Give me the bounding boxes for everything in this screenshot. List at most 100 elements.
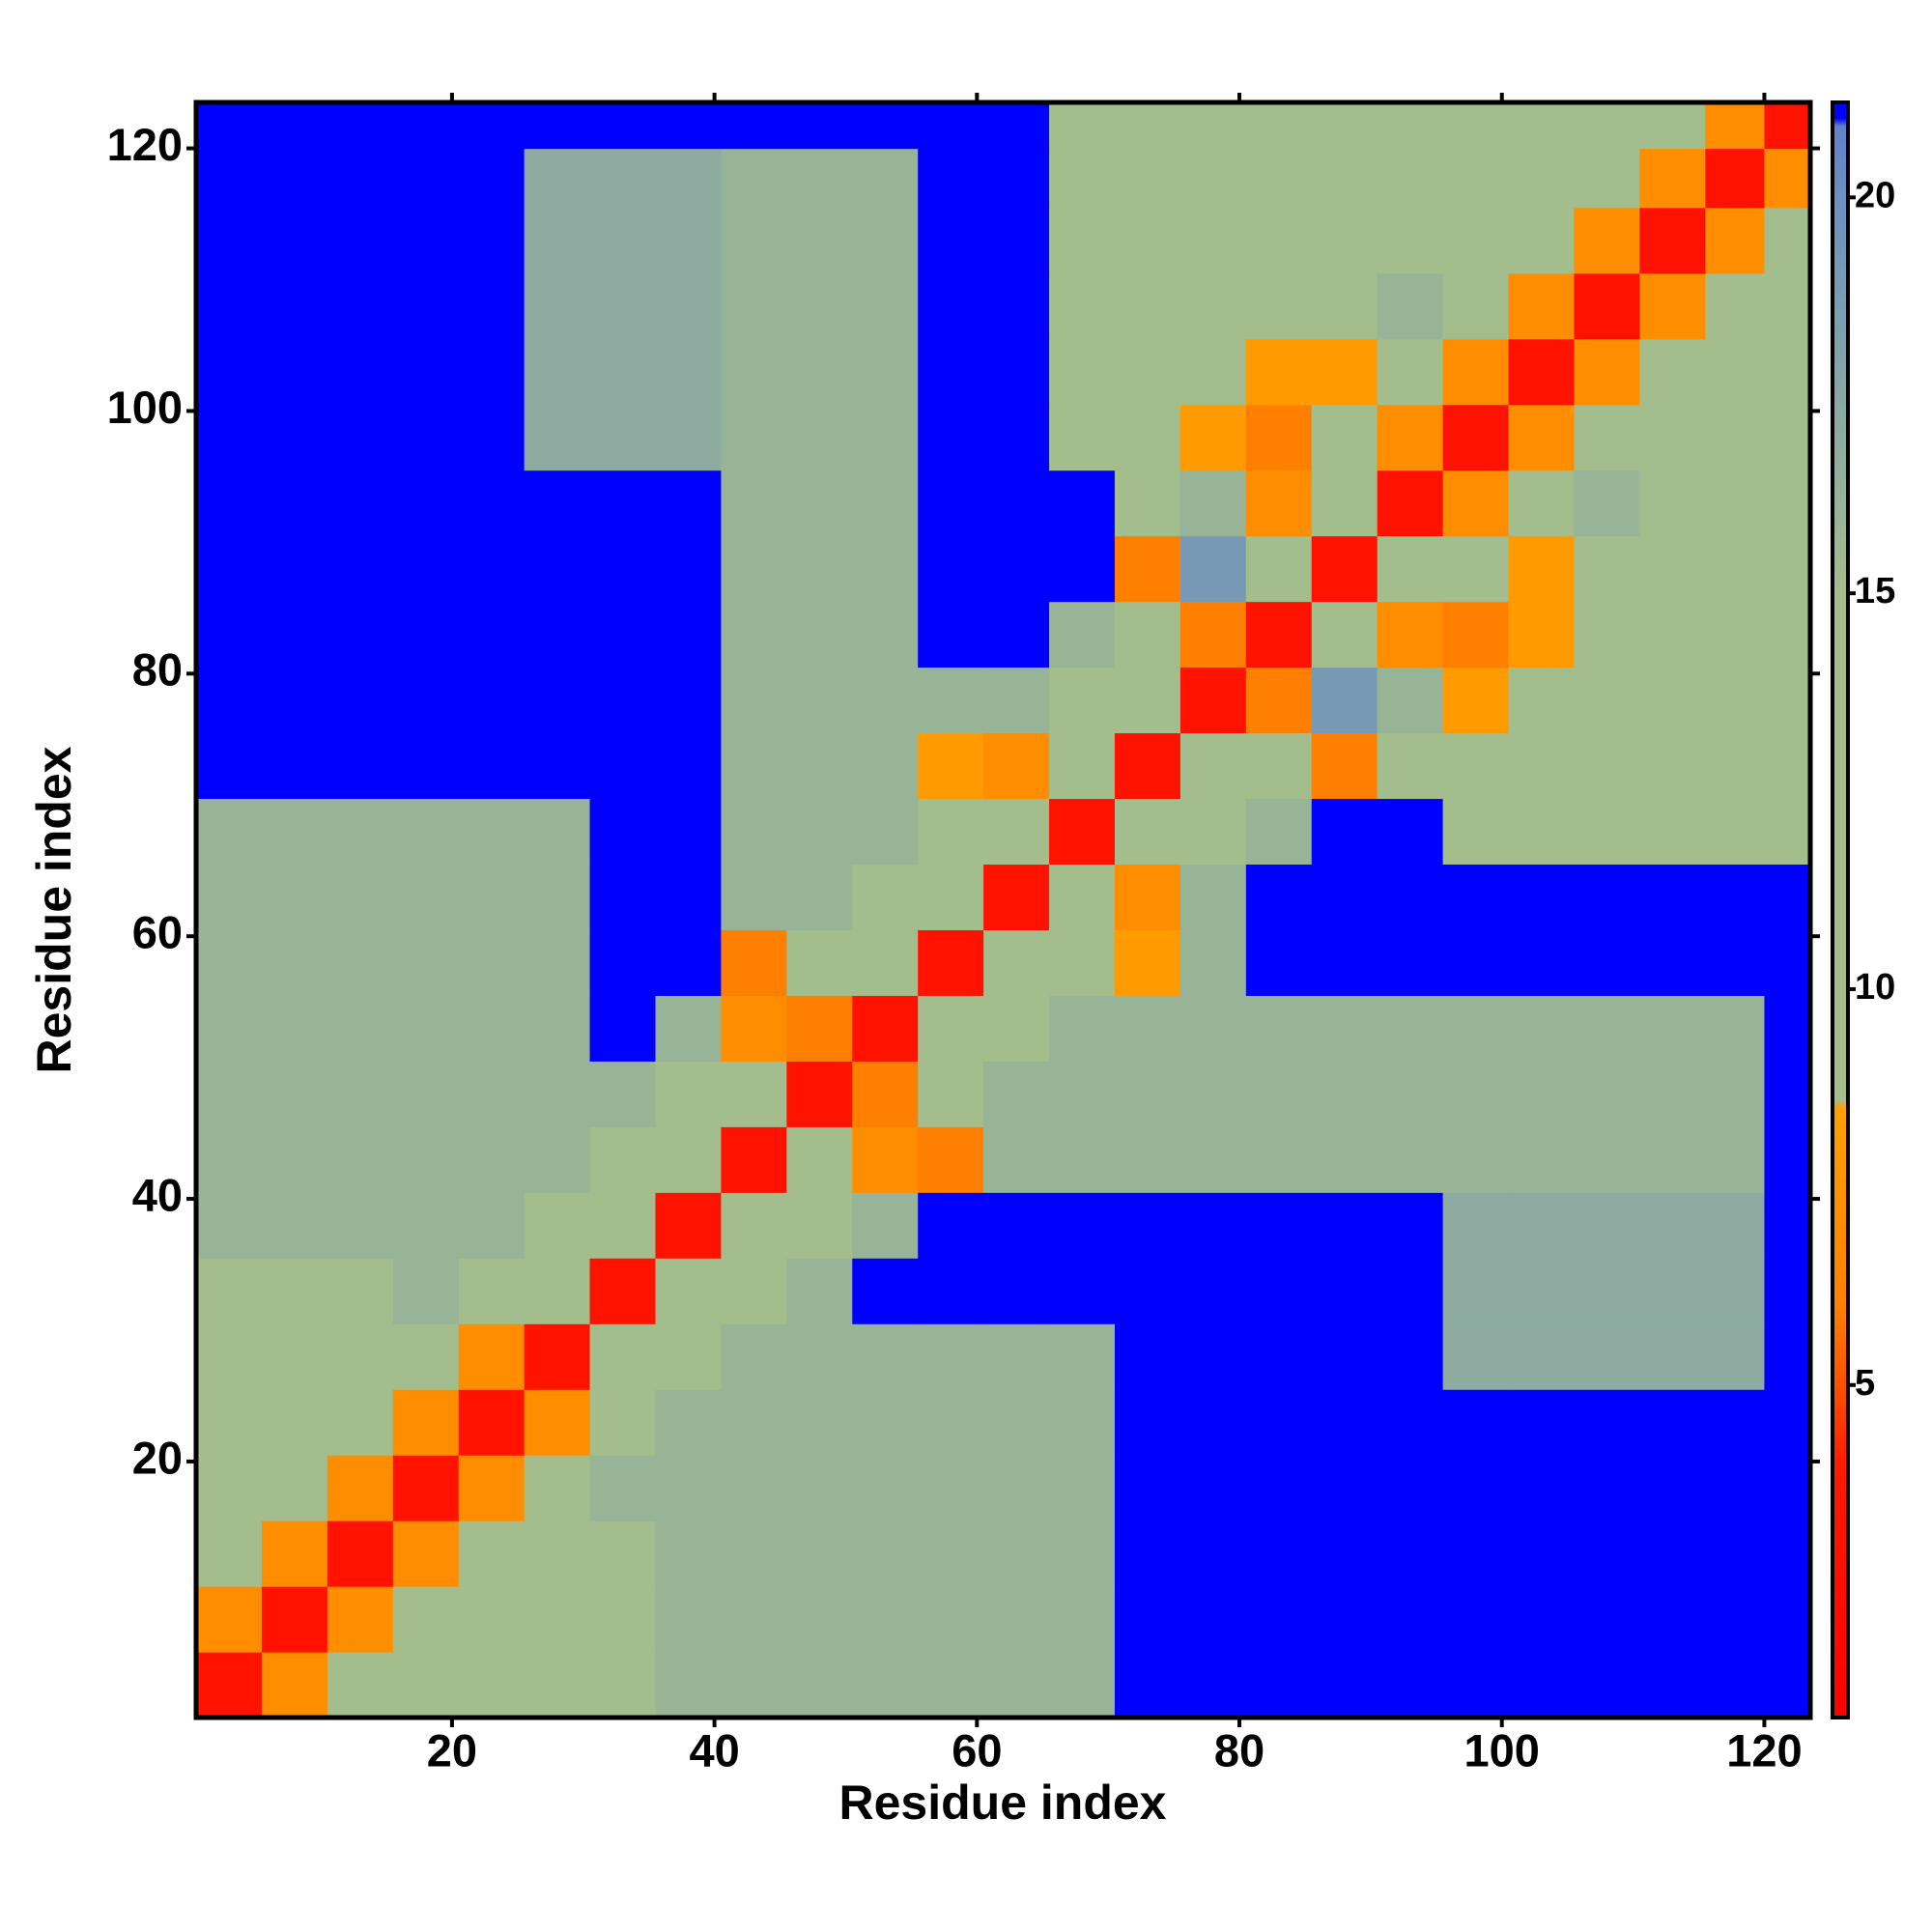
heatmap-cell (261, 1652, 328, 1719)
heatmap-cell (983, 1389, 1050, 1456)
heatmap-cell (1442, 1389, 1510, 1456)
heatmap-cell (1705, 798, 1766, 866)
heatmap-cell (721, 1061, 787, 1127)
heatmap-cell (1764, 148, 1811, 209)
heatmap-cell (1114, 929, 1181, 996)
heatmap-cell (1508, 1323, 1576, 1390)
heatmap-cell (1508, 469, 1576, 537)
heatmap-cell (1508, 798, 1576, 866)
heatmap-cell (721, 929, 787, 996)
heatmap-cell (261, 1061, 328, 1127)
heatmap-cell (655, 1520, 723, 1587)
heatmap-cell (1574, 1652, 1640, 1719)
heatmap-cell (392, 469, 460, 537)
heatmap-cell (392, 1192, 460, 1259)
heatmap-cell (589, 148, 657, 209)
heatmap-cell (261, 995, 328, 1062)
heatmap-cell (655, 535, 723, 603)
heatmap-cell (1764, 864, 1811, 930)
heatmap-cell (1705, 929, 1766, 996)
heatmap-cell (1179, 1126, 1247, 1193)
heatmap-cell (1245, 404, 1313, 471)
heatmap-cell (786, 1323, 853, 1390)
heatmap-cell (196, 207, 263, 274)
heatmap-cell (196, 929, 263, 996)
heatmap-cell (1179, 995, 1247, 1062)
heatmap-cell (1764, 1126, 1811, 1193)
heatmap-cell (1639, 469, 1706, 537)
heatmap-cell (1311, 667, 1378, 734)
heatmap-cell (1179, 1455, 1247, 1521)
heatmap-cell (327, 929, 394, 996)
colorbar-tick-label: 5 (1855, 1363, 1875, 1404)
heatmap-cell (1245, 1389, 1313, 1456)
heatmap-cell (1764, 1586, 1811, 1653)
heatmap-cell (983, 864, 1050, 930)
heatmap-cell (1508, 1258, 1576, 1324)
heatmap-cell (1377, 148, 1444, 209)
heatmap-cell (1508, 207, 1576, 274)
heatmap-cell (852, 102, 919, 150)
heatmap-cell (327, 1061, 394, 1127)
heatmap-cell (1764, 207, 1811, 274)
heatmap-cell (852, 667, 919, 734)
heatmap-cell (1764, 1192, 1811, 1259)
heatmap-cell (786, 207, 853, 274)
heatmap-cell (458, 667, 526, 734)
heatmap-cell (1442, 1061, 1510, 1127)
heatmap-cell (1049, 1126, 1116, 1193)
y-tick-label: 40 (132, 1169, 183, 1220)
heatmap-cell (524, 1126, 591, 1193)
heatmap-cell (1377, 1520, 1444, 1587)
heatmap-cell (983, 1586, 1050, 1653)
heatmap-cell (1049, 404, 1116, 471)
heatmap-cell (1508, 1061, 1576, 1127)
heatmap-cell (786, 995, 853, 1062)
heatmap-cell (261, 601, 328, 668)
colorbar-tick-label: 20 (1855, 175, 1895, 215)
heatmap-cell (655, 864, 723, 930)
y-tick-label: 20 (132, 1432, 183, 1483)
colorbar-tick-label: 15 (1855, 571, 1895, 611)
heatmap-cell (458, 1520, 526, 1587)
heatmap-cell (1179, 667, 1247, 734)
heatmap-cell (1377, 798, 1444, 866)
heatmap-cell (524, 995, 591, 1062)
heatmap-cell (327, 667, 394, 734)
heatmap-cell (655, 1192, 723, 1259)
heatmap-cell (1508, 732, 1576, 800)
heatmap-cell (655, 404, 723, 471)
heatmap-cell (1049, 732, 1116, 800)
heatmap-cell (1377, 272, 1444, 340)
heatmap-cell (1574, 469, 1640, 537)
heatmap-cell (327, 1192, 394, 1259)
heatmap-cell (589, 1258, 657, 1324)
x-tick-label: 60 (952, 1724, 1002, 1776)
heatmap-cell (261, 404, 328, 471)
heatmap-cell (392, 338, 460, 406)
heatmap-cell (1245, 601, 1313, 668)
heatmap-cell (721, 272, 787, 340)
heatmap-cell (589, 102, 657, 150)
heatmap-cell (1179, 535, 1247, 603)
heatmap-cell (852, 1323, 919, 1390)
heatmap-cell (786, 1061, 853, 1127)
heatmap-cell (1179, 1652, 1247, 1719)
heatmap-cell (1245, 1323, 1313, 1390)
heatmap-cell (918, 535, 984, 603)
heatmap-cell (786, 102, 853, 150)
heatmap-cell (261, 1323, 328, 1390)
heatmap-cell (1311, 1389, 1378, 1456)
heatmap-cell (1377, 1389, 1444, 1456)
heatmap-cell (327, 535, 394, 603)
heatmap-cell (918, 1323, 984, 1390)
heatmap-cell (721, 667, 787, 734)
heatmap-cell (458, 1455, 526, 1521)
heatmap-cell (983, 929, 1050, 996)
heatmap-cell (1705, 667, 1766, 734)
heatmap-cell (1705, 1061, 1766, 1127)
heatmap-cell (1049, 1455, 1116, 1521)
heatmap-cell (786, 1652, 853, 1719)
heatmap-cell (327, 732, 394, 800)
heatmap-cell (589, 929, 657, 996)
